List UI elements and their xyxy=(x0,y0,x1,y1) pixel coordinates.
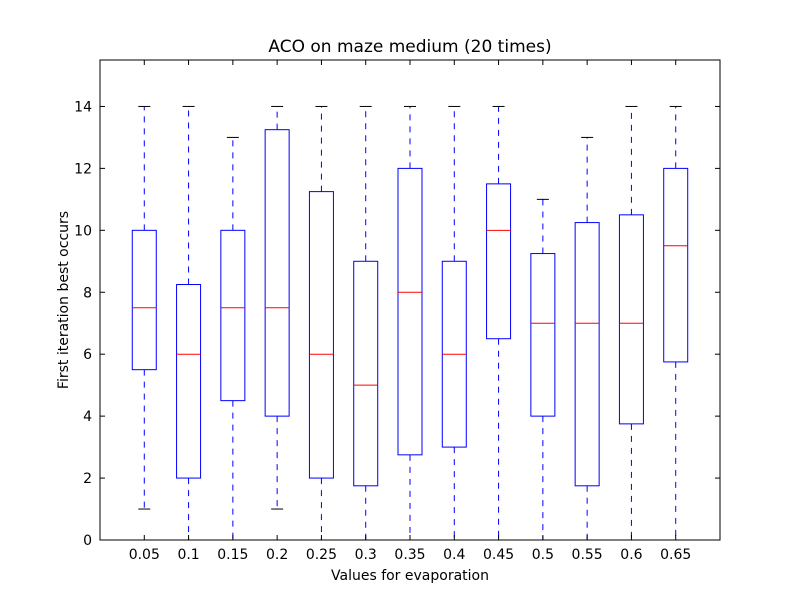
y-tick-label: 8 xyxy=(83,285,92,301)
iqr-box xyxy=(618,214,644,425)
x-tick-label: 0.3 xyxy=(355,547,377,563)
iqr-box xyxy=(663,167,689,363)
iqr-box xyxy=(574,222,600,487)
iqr-box xyxy=(176,284,202,479)
y-tick-label: 10 xyxy=(74,223,92,239)
iqr-box xyxy=(220,229,246,402)
x-tick-label: 0.45 xyxy=(483,547,514,563)
x-tick-label: 0.05 xyxy=(129,547,160,563)
y-tick-label: 0 xyxy=(83,533,92,549)
x-axis-label: Values for evaporation xyxy=(331,568,489,584)
y-axis: 0 2 4 6 8 10 12 14 xyxy=(74,99,720,549)
iqr-box xyxy=(353,260,379,487)
x-tick-label: 0.1 xyxy=(177,547,199,563)
y-tick-label: 6 xyxy=(83,347,92,363)
box-0.05 xyxy=(131,105,157,510)
iqr-box xyxy=(486,183,512,340)
iqr-box xyxy=(264,129,290,417)
x-axis: 0.05 0.1 0.15 0.2 0.25 0.3 0.35 0.4 0.45 0.5 0.55 0… xyxy=(129,60,691,563)
y-tick-label: 14 xyxy=(74,99,92,115)
x-tick-label: 0.55 xyxy=(572,547,603,563)
box-0.2 xyxy=(264,105,290,510)
box-0.3 xyxy=(353,105,379,541)
x-tick-label: 0.25 xyxy=(306,547,337,563)
x-tick-label: 0.5 xyxy=(532,547,554,563)
chart-title: ACO on maze medium (20 times) xyxy=(268,37,551,57)
box-0.1 xyxy=(176,105,202,541)
iqr-box xyxy=(131,229,157,371)
iqr-box xyxy=(530,253,556,417)
x-tick-label: 0.35 xyxy=(394,547,425,563)
x-tick-label: 0.15 xyxy=(217,547,248,563)
y-axis-label: First iteration best occurs xyxy=(56,211,72,389)
x-tick-label: 0.6 xyxy=(620,547,642,563)
box-0.55 xyxy=(574,136,600,541)
x-tick-label: 0.65 xyxy=(660,547,691,563)
x-tick-label: 0.2 xyxy=(266,547,288,563)
y-tick-label: 12 xyxy=(74,161,92,177)
y-tick-label: 4 xyxy=(83,409,92,425)
x-tick-label: 0.4 xyxy=(443,547,465,563)
y-tick-label: 2 xyxy=(83,471,92,487)
iqr-box xyxy=(308,191,334,479)
iqr-box xyxy=(397,167,423,456)
